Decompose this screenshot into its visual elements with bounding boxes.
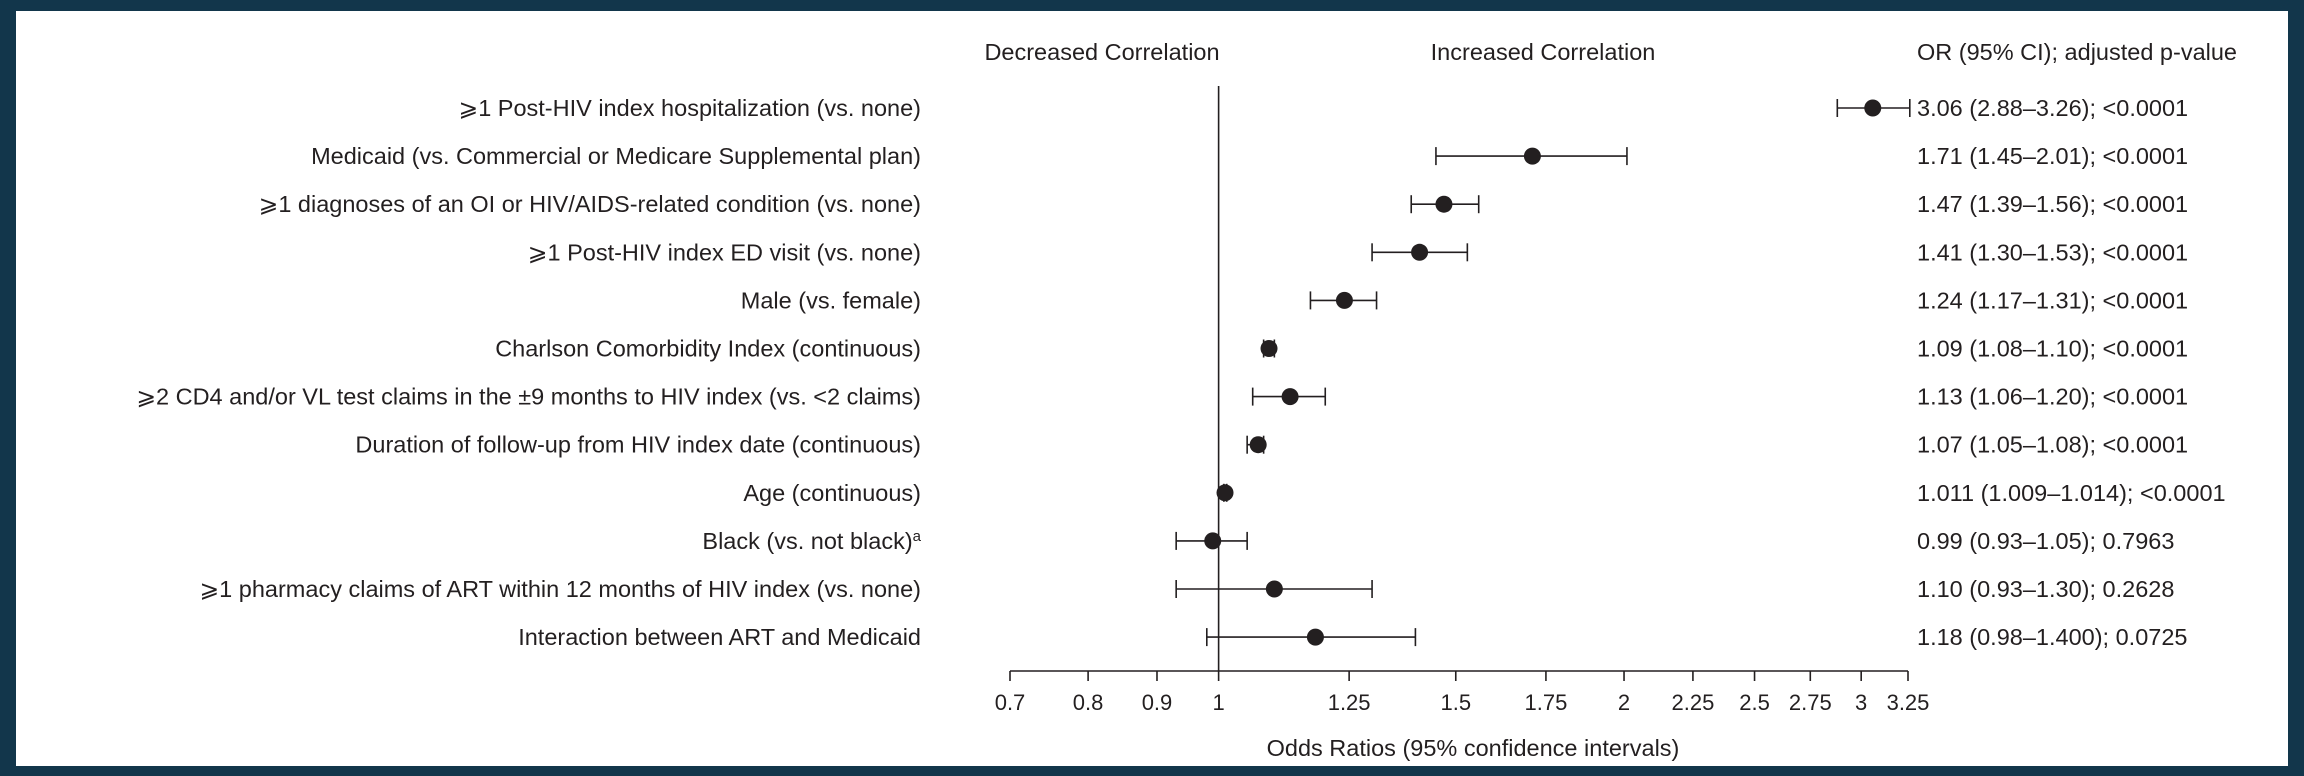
forest-row: Charlson Comorbidity Index (continuous) 1… [495,336,2188,362]
point-estimate [1204,532,1222,550]
forest-row: Interaction between ART and Medicaid 1.18… [518,624,2187,650]
x-tick-label: 1.25 [1328,690,1371,715]
forest-row: ⩾1 Post-HIV index ED visit (vs. none) 1.4… [528,239,2188,265]
row-label: ⩾1 Post-HIV index ED visit (vs. none) [528,239,921,265]
row-label: ⩾1 diagnoses of an OI or HIV/AIDS-relate… [259,191,921,217]
row-label: Male (vs. female) [741,287,921,313]
row-stat: 1.13 (1.06–1.20); <0.0001 [1917,384,2188,410]
header-decreased: Decreased Correlation [984,39,1219,65]
forest-row: ⩾1 pharmacy claims of ART within 12 mont… [199,576,2174,602]
forest-row: ⩾2 CD4 and/or VL test claims in the ±9 m… [136,384,2188,410]
row-label: Black (vs. not black)a [702,527,921,554]
row-stat: 1.18 (0.98–1.400); 0.0725 [1917,624,2187,650]
x-axis: 0.7 0.8 0.9 1 1.25 1.5 1.75 2 2.25 2.5 2.75 3 3.25 [995,86,1930,715]
row-label: Medicaid (vs. Commercial or Medicare Sup… [311,143,921,169]
x-tick-label: 2.5 [1739,690,1770,715]
point-estimate [1864,99,1882,117]
x-tick-label: 1 [1212,690,1224,715]
x-tick-label: 2 [1618,690,1630,715]
rows-group: ⩾1 Post-HIV index hospitalization (vs. n… [136,95,2225,650]
row-stat: 3.06 (2.88–3.26); <0.0001 [1917,95,2188,121]
point-estimate [1216,484,1234,502]
forest-row: ⩾1 Post-HIV index hospitalization (vs. n… [459,95,2189,121]
row-stat: 1.24 (1.17–1.31); <0.0001 [1917,287,2188,313]
row-label: Interaction between ART and Medicaid [518,624,921,650]
row-stat: 1.10 (0.93–1.30); 0.2628 [1917,576,2174,602]
forest-plot: Decreased Correlation Increased Correlat… [136,39,2237,761]
point-estimate [1435,195,1453,213]
x-tick-label: 2.25 [1672,690,1715,715]
row-stat: 0.99 (0.93–1.05); 0.7963 [1917,528,2174,554]
row-label: Duration of follow-up from HIV index dat… [355,432,921,458]
row-label: ⩾1 pharmacy claims of ART within 12 mont… [199,576,921,602]
forest-row: Male (vs. female) 1.24 (1.17–1.31); <0.00… [741,287,2188,313]
point-estimate [1306,628,1324,646]
forest-row: Age (continuous) 1.011 (1.009–1.014); <0.… [743,480,2225,506]
row-stat: 1.47 (1.39–1.56); <0.0001 [1917,191,2188,217]
footnote-marker: a [913,527,922,544]
x-tick-label: 1.75 [1525,690,1568,715]
row-stat: 1.41 (1.30–1.53); <0.0001 [1917,239,2188,265]
forest-row: Black (vs. not black)a 0.99 (0.93–1.05); … [702,527,2174,554]
header-stats: OR (95% CI); adjusted p-value [1917,39,2237,65]
point-estimate [1523,147,1541,165]
row-stat: 1.09 (1.08–1.10); <0.0001 [1917,336,2188,362]
row-label: ⩾2 CD4 and/or VL test claims in the ±9 m… [136,384,921,410]
point-estimate [1265,580,1283,598]
point-estimate [1281,388,1299,406]
forest-row: Medicaid (vs. Commercial or Medicare Sup… [311,143,2188,169]
x-tick-label: 0.9 [1142,690,1173,715]
x-tick-label: 0.8 [1073,690,1104,715]
row-stat: 1.07 (1.05–1.08); <0.0001 [1917,432,2188,458]
x-tick-label: 3.25 [1887,690,1930,715]
x-tick-label: 3 [1855,690,1867,715]
row-stat: 1.71 (1.45–2.01); <0.0001 [1917,143,2188,169]
point-estimate [1260,340,1278,357]
point-estimate [1411,243,1429,261]
point-estimate [1335,291,1353,309]
forest-row: Duration of follow-up from HIV index dat… [355,432,2188,458]
row-label: Age (continuous) [743,480,921,506]
forest-row: ⩾1 diagnoses of an OI or HIV/AIDS-relate… [259,191,2189,217]
x-axis-label: Odds Ratios (95% confidence intervals) [1267,735,1680,761]
row-label: Charlson Comorbidity Index (continuous) [495,336,921,362]
x-tick-label: 0.7 [995,690,1026,715]
x-tick-label: 1.5 [1440,690,1471,715]
header-increased: Increased Correlation [1431,39,1656,65]
row-label: ⩾1 Post-HIV index hospitalization (vs. n… [459,95,922,121]
figure-panel: Decreased Correlation Increased Correlat… [16,11,2288,766]
x-tick-label: 2.75 [1789,690,1832,715]
point-estimate [1249,436,1267,454]
row-stat: 1.011 (1.009–1.014); <0.0001 [1917,480,2226,506]
